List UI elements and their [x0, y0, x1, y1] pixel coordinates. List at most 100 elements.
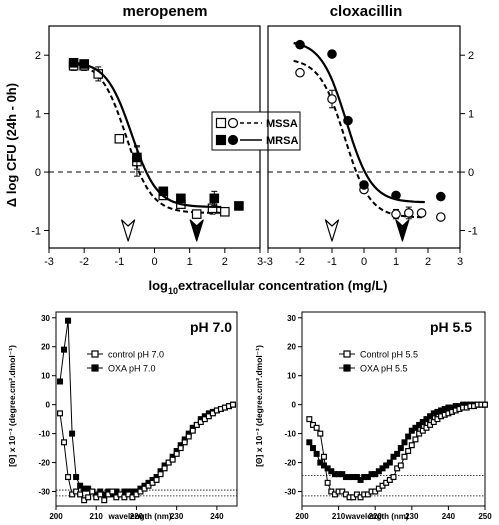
meropenem-x-tick-label: 2	[222, 256, 228, 268]
cloxacillin-x-tick-label: -2	[295, 256, 305, 268]
cloxacillin-x-tick-label: 0	[361, 256, 367, 268]
ph70-oxa-point	[69, 430, 76, 437]
ph70-control-point	[229, 401, 236, 408]
cloxacillin-mssa-fit-curve	[293, 59, 425, 219]
shared-x-axis-label-log: log	[148, 278, 168, 293]
ph70-frame	[55, 311, 238, 507]
ph55-oxa-point	[405, 433, 412, 440]
ph70-control-point	[85, 494, 92, 501]
meropenem-mrsa-point	[209, 193, 220, 204]
cloxacillin-mrsa-point	[359, 180, 369, 190]
cloxacillin-y-tick-label: -1	[468, 225, 478, 237]
dose-legend-box	[211, 111, 301, 151]
ph70-x-tick-label: 210	[90, 512, 104, 521]
ph55-control-point	[324, 479, 331, 486]
meropenem-mssa-point	[207, 203, 218, 214]
ph55-y-tick-label: 20	[287, 343, 296, 352]
ph70-x-axis-label: wavelength (nm)	[107, 512, 171, 521]
ph55-y-tick-label: 10	[287, 372, 296, 381]
ph70-oxa-point	[61, 346, 68, 353]
ph55-y-tick-label: -10	[284, 430, 296, 439]
ph70-x-tick-label: 200	[49, 512, 63, 521]
meropenem-mrsa-point	[176, 193, 186, 204]
ph70-control-point	[65, 474, 72, 481]
meropenem-y-tick-label: 0	[35, 167, 41, 179]
legend-mssa-circle-marker	[227, 117, 239, 129]
meropenem-panel: meropenem -3 -2 -1 0 1 2 3 -1 0 1 2 MSSA MRSA	[31, 3, 301, 268]
cloxacillin-mrsa-point	[327, 49, 337, 59]
ph55-control-point	[482, 401, 489, 408]
ph70-legend-label: OXA pH 7.0	[108, 364, 156, 374]
ph70-oxa-trace	[59, 320, 234, 496]
meropenem-title: meropenem	[122, 3, 207, 20]
cloxacillin-y-tick-label: 1	[468, 109, 474, 121]
ph70-legend-marker	[91, 350, 99, 358]
meropenem-x-tick-label: 3	[257, 256, 263, 268]
ph70-y-tick-label: -10	[38, 430, 50, 439]
ph55-x-tick-label: 240	[442, 512, 456, 521]
ph55-x-tick-label: 250	[478, 512, 492, 521]
ph70-oxa-point	[73, 474, 80, 481]
ph55-y-axis-label: [Θ] x 10⁻³ (degree.cm².dmol⁻¹)	[254, 345, 264, 467]
ph55-legend-marker	[343, 364, 351, 372]
meropenem-x-tick-label: 0	[151, 256, 157, 268]
ph70-legend-marker	[91, 364, 99, 372]
ph55-oxa-point	[309, 445, 316, 452]
meropenem-open-arrow-marker	[121, 219, 136, 242]
ph70-control-point	[57, 410, 64, 417]
cloxacillin-mssa-point	[327, 94, 337, 104]
cloxacillin-mssa-point	[403, 208, 414, 218]
meropenem-mssa-point	[191, 209, 202, 219]
ph55-legend-label: Control pH 5.5	[360, 350, 418, 360]
cloxacillin-mrsa-point	[295, 39, 305, 50]
ph55-x-tick-label: 210	[332, 512, 346, 521]
ph55-title: pH 5.5	[430, 319, 472, 335]
cloxacillin-x-tick-label: 1	[393, 256, 399, 268]
shared-x-axis-label: log10extracellular concentration (mg/L)	[148, 278, 387, 296]
ph70-control-point	[169, 456, 176, 463]
meropenem-mssa-point	[220, 206, 230, 217]
ph70-control-point	[61, 439, 68, 446]
cloxacillin-mrsa-fit-curve	[293, 41, 425, 204]
meropenem-mssa-point	[114, 133, 125, 144]
shared-x-axis-label-text: extracellular concentration (mg/L)	[178, 278, 388, 293]
ph70-control-point	[189, 427, 196, 434]
ph70-control-point	[101, 497, 108, 504]
legend-mssa-square-marker	[215, 117, 227, 129]
ph55-y-tick-label: -30	[284, 488, 296, 497]
ph70-y-tick-label: 20	[41, 343, 50, 352]
cloxacillin-mssa-point	[416, 208, 427, 218]
ph70-control-point	[173, 450, 180, 457]
meropenem-filled-arrow-marker	[189, 219, 204, 242]
ph70-control-point	[181, 439, 188, 446]
cloxacillin-open-arrow-marker	[324, 219, 340, 242]
ph55-control-point	[397, 462, 404, 469]
cloxacillin-title: cloxacillin	[330, 3, 403, 20]
ph70-control-point	[161, 465, 168, 472]
ph70-title: pH 7.0	[190, 319, 232, 335]
meropenem-mrsa-fit-curve	[76, 61, 222, 209]
ph55-legend-marker	[343, 350, 351, 358]
ph55-control-point	[306, 416, 313, 423]
ph70-x-tick-label: 220	[130, 512, 144, 521]
cloxacillin-x-tick-label: 3	[457, 256, 463, 268]
meropenem-mssa-fit-curve	[76, 63, 222, 214]
meropenem-mrsa-point	[132, 152, 142, 163]
ph55-legend-label: OXA pH 5.5	[360, 364, 408, 374]
meropenem-x-tick-label: -1	[114, 256, 124, 268]
ph70-panel: pH 7.0 [Θ] x 10⁻³ (degree.cm².dmol⁻¹) wa…	[7, 311, 238, 521]
ph70-control-point	[177, 445, 184, 452]
cloxacillin-x-tick-label: 2	[425, 256, 431, 268]
ph70-control-point	[157, 471, 164, 478]
legend-mssa-label: MSSA	[266, 118, 298, 130]
ph55-control-point	[320, 453, 327, 460]
meropenem-mrsa-point	[79, 59, 89, 69]
ph70-x-tick-label: 240	[210, 512, 224, 521]
ph70-oxa-point	[57, 378, 64, 385]
cloxacillin-x-tick-label: -1	[327, 256, 337, 268]
ph55-x-axis-label: wavelength (nm)	[344, 512, 408, 521]
ph55-x-tick-label: 230	[405, 512, 419, 521]
cloxacillin-x-tick-label: -3	[263, 256, 273, 268]
ph70-x-tick-label: 230	[170, 512, 184, 521]
